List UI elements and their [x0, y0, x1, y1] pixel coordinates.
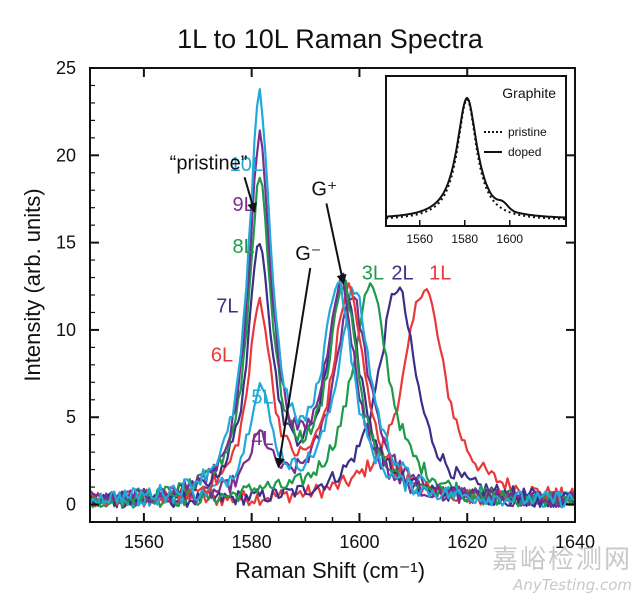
- g-plus-annotation: G⁺: [311, 178, 337, 200]
- x-axis-label: Raman Shift (cm⁻¹): [235, 558, 425, 583]
- inset-legend-label-doped: doped: [508, 145, 541, 159]
- inset-legend-label-pristine: pristine: [508, 125, 547, 139]
- series-label-1L: 1L: [429, 262, 451, 284]
- y-tick-label-10: 10: [56, 320, 76, 340]
- y-tick-label-25: 25: [56, 58, 76, 78]
- chart-title: 1L to 10L Raman Spectra: [177, 24, 484, 54]
- y-tick-label-0: 0: [66, 495, 76, 515]
- series-label-7L: 7L: [216, 295, 238, 317]
- x-tick-label-1640: 1640: [555, 532, 595, 552]
- series-label-6L: 6L: [211, 344, 233, 366]
- pristine-annotation-arrow: [243, 176, 257, 214]
- series-label-5L: 5L: [251, 386, 273, 408]
- plot-area: 1560 1580 1600 1620 1640 0 5 10 15 20 25 1L 2L 3L 4L 5L…: [56, 58, 595, 552]
- series-label-10L: 10L: [230, 154, 263, 176]
- x-tick-label-1560: 1560: [124, 532, 164, 552]
- series-label-2L: 2L: [391, 262, 413, 284]
- y-tick-label-15: 15: [56, 233, 76, 253]
- g-plus-annotation-arrow: [325, 203, 347, 285]
- x-tick-label-1580: 1580: [232, 532, 272, 552]
- series-line-8L: [90, 176, 576, 508]
- series-line-10L: [89, 88, 576, 509]
- inset-x-tick-label-1600: 1600: [496, 232, 523, 246]
- inset-frame: [385, 75, 567, 227]
- inset-title: Graphite: [502, 85, 556, 101]
- series-label-4L: 4L: [251, 428, 273, 450]
- inset-x-tick-label-1560: 1560: [406, 232, 433, 246]
- y-axis-label: Intensity (arb. units): [20, 188, 45, 381]
- series-label-8L: 8L: [232, 236, 254, 258]
- series-label-3L: 3L: [362, 262, 384, 284]
- pristine-annotation: “pristine”: [170, 152, 248, 174]
- y-tick-label-5: 5: [66, 407, 76, 427]
- y-tick-label-20: 20: [56, 145, 76, 165]
- inset-line-doped: [386, 96, 566, 219]
- x-tick-label-1600: 1600: [339, 532, 379, 552]
- g-minus-annotation-arrow: [274, 267, 312, 469]
- inset-x-tick-label-1580: 1580: [451, 232, 478, 246]
- x-tick-label-1620: 1620: [447, 532, 487, 552]
- g-minus-annotation: G⁻: [295, 243, 321, 265]
